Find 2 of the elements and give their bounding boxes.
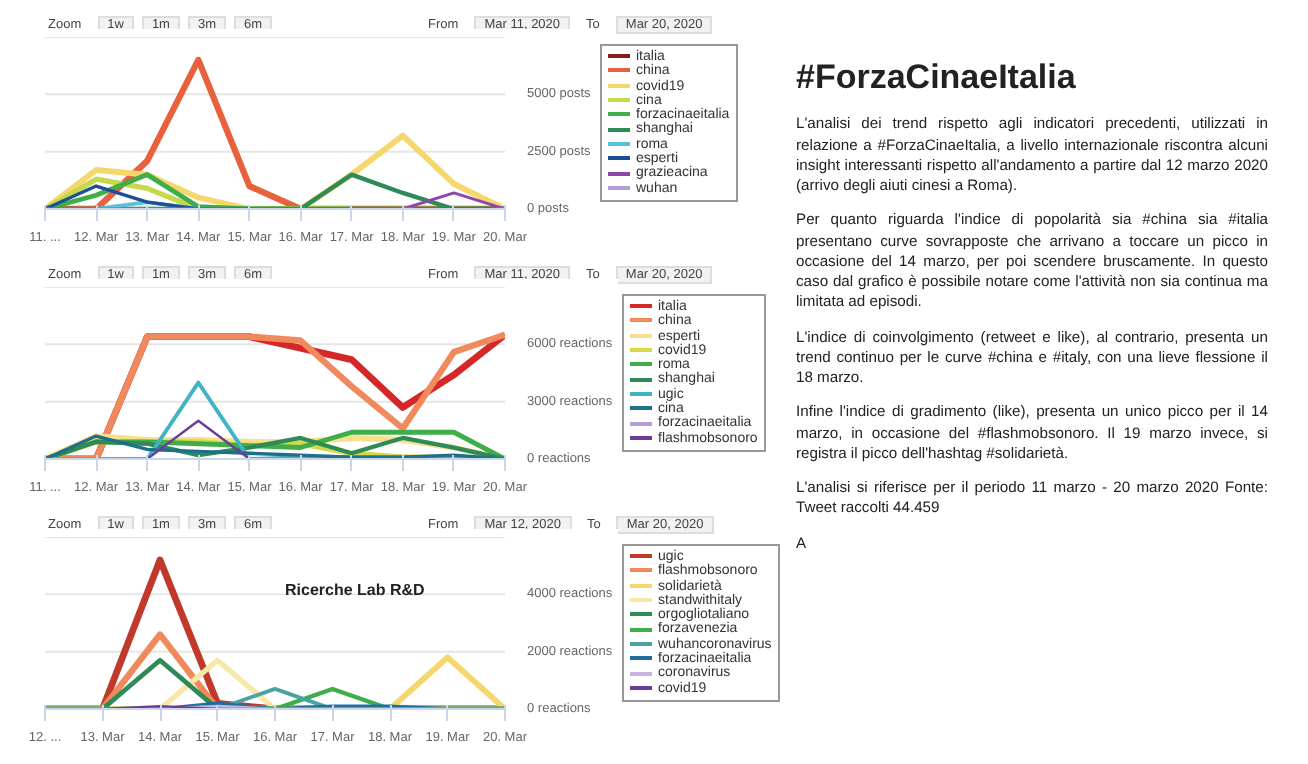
annotation: Ricerche Lab R&D	[285, 581, 426, 599]
text: #ForzaCinaeItalia	[796, 56, 1078, 100]
